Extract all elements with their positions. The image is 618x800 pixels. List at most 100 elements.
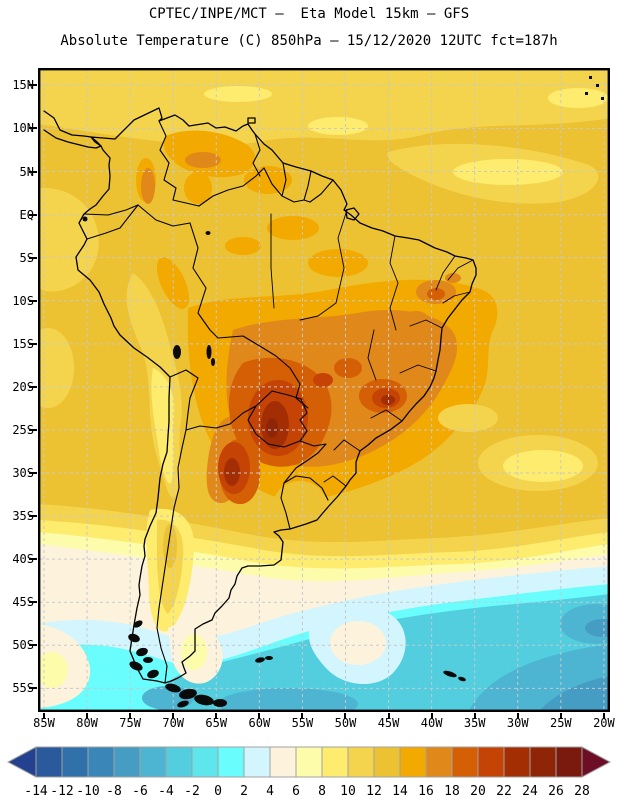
lon-tick-label: 40W — [420, 716, 443, 730]
map-frame — [38, 68, 610, 712]
colorbar-tick-label: 18 — [444, 784, 460, 799]
colorbar-cell — [399, 746, 427, 778]
colorbar-tick-label: 6 — [292, 784, 300, 799]
colorbar-cell — [529, 746, 557, 778]
colorbar-tick-label: 8 — [318, 784, 326, 799]
lon-tick-mark — [430, 713, 433, 719]
lat-tick-mark — [29, 127, 37, 130]
lon-tick-mark — [129, 713, 132, 719]
colorbar-cell — [321, 746, 349, 778]
colorbar-tick-label: -12 — [50, 784, 73, 799]
colorbar-tick-label: -10 — [76, 784, 99, 799]
colorbar: -14 -12 -10 -8 -6 -4 -2 0 2 4 6 8 10 12 14 16 18 20 22 24 26… — [6, 746, 612, 799]
colorbar-cell — [165, 746, 193, 778]
lat-tick-mark — [29, 385, 37, 388]
colorbar-cell — [217, 746, 245, 778]
colorbar-tick-label: 22 — [496, 784, 512, 799]
colorbar-tick-label: -8 — [106, 784, 122, 799]
colorbar-tick-label: 26 — [548, 784, 564, 799]
lon-tick-mark — [559, 713, 562, 719]
lat-tick-label: 5S — [19, 250, 34, 265]
lon-tick-mark — [86, 713, 89, 719]
coastline — [43, 107, 477, 684]
colorbar-cell — [295, 746, 323, 778]
lat-tick-mark — [29, 601, 37, 604]
lat-tick-label: 20S — [12, 379, 34, 394]
colorbar-cells — [35, 746, 583, 778]
colorbar-tick-label: -14 — [24, 784, 48, 799]
lat-tick-label: 10S — [12, 293, 34, 308]
lon-tick-mark — [473, 713, 476, 719]
lon-tick-mark — [43, 713, 45, 719]
map-plot — [38, 68, 610, 712]
colorbar-tick-label: 12 — [366, 784, 382, 799]
colorbar-tick-label: 20 — [470, 784, 486, 799]
lat-tick-label: 5N — [19, 164, 34, 179]
lat-tick-label: 35S — [12, 509, 34, 524]
colorbar-cell — [191, 746, 219, 778]
colorbar-cell — [451, 746, 479, 778]
lat-tick-label: 45S — [12, 595, 34, 610]
colorbar-cell — [503, 746, 531, 778]
lakes-and-islands — [82, 76, 604, 708]
colorbar-cell — [347, 746, 375, 778]
lon-tick-mark — [301, 713, 304, 719]
colorbar-cell — [269, 746, 297, 778]
lat-tick-mark — [29, 213, 37, 216]
lat-tick-label: 40S — [12, 552, 34, 567]
lat-tick-mark — [29, 256, 37, 259]
lat-tick-mark — [29, 644, 37, 647]
lat-tick-mark — [29, 299, 37, 302]
lat-tick-label: EQ — [19, 207, 34, 222]
lat-tick-mark — [29, 428, 37, 431]
colorbar-tick-label: 28 — [574, 784, 590, 799]
lat-tick-mark — [29, 170, 37, 173]
colorbar-cell — [61, 746, 89, 778]
lon-tick-label: 65W — [205, 716, 228, 730]
lon-tick-label: 45W — [377, 716, 400, 730]
lat-tick-label: 30S — [12, 466, 34, 481]
lon-tick-mark — [387, 713, 390, 719]
grid-lines — [40, 70, 608, 710]
colorbar-tick-label: -6 — [132, 784, 148, 799]
lon-tick-mark — [516, 713, 519, 719]
colorbar-cell — [373, 746, 401, 778]
lon-tick-mark — [215, 713, 218, 719]
colorbar-right-arrow — [581, 746, 612, 778]
lon-tick-label: 35W — [463, 716, 486, 730]
lon-tick-label: 70W — [162, 716, 185, 730]
colorbar-cell — [113, 746, 141, 778]
colorbar-tick-label: 4 — [266, 784, 274, 799]
lat-tick-label: 25S — [12, 422, 34, 437]
lon-tick-mark — [258, 713, 261, 719]
lon-tick-label: 75W — [119, 716, 141, 730]
colorbar-tick-label: -2 — [184, 784, 200, 799]
colorbar-tick-label: 0 — [214, 784, 222, 799]
lat-tick-mark — [29, 342, 37, 345]
lon-tick-mark — [602, 713, 605, 719]
colorbar-tick-label: -4 — [158, 784, 174, 799]
lon-tick-mark — [172, 713, 175, 719]
colorbar-cell — [555, 746, 583, 778]
lon-tick-mark — [344, 713, 347, 719]
colorbar-tick-label: 16 — [418, 784, 434, 799]
colorbar-labels: -14 -12 -10 -8 -6 -4 -2 0 2 4 6 8 10 12 14 16 18 20 22 24 26… — [24, 784, 590, 799]
lat-tick-mark — [29, 515, 37, 518]
colorbar-cell — [243, 746, 271, 778]
temperature-field — [38, 68, 610, 712]
page-subtitle: Absolute Temperature (C) 850hPa – 15/12/… — [60, 33, 558, 49]
country-borders — [83, 120, 474, 684]
lat-tick-label: 10N — [12, 121, 34, 136]
colorbar-tick-label: 24 — [522, 784, 538, 799]
lat-tick-label: 15S — [12, 336, 34, 351]
lon-tick-label: 30W — [506, 716, 529, 730]
lon-tick-label: 55W — [291, 716, 314, 730]
colorbar-cell — [425, 746, 453, 778]
colorbar-cell — [87, 746, 115, 778]
lon-tick-label: 20W — [593, 716, 615, 730]
colorbar-tick-label: 10 — [340, 784, 356, 799]
lon-tick-label: 60W — [248, 716, 271, 730]
lon-tick-label: 50W — [334, 716, 357, 730]
lat-tick-label: 55S — [12, 681, 34, 696]
